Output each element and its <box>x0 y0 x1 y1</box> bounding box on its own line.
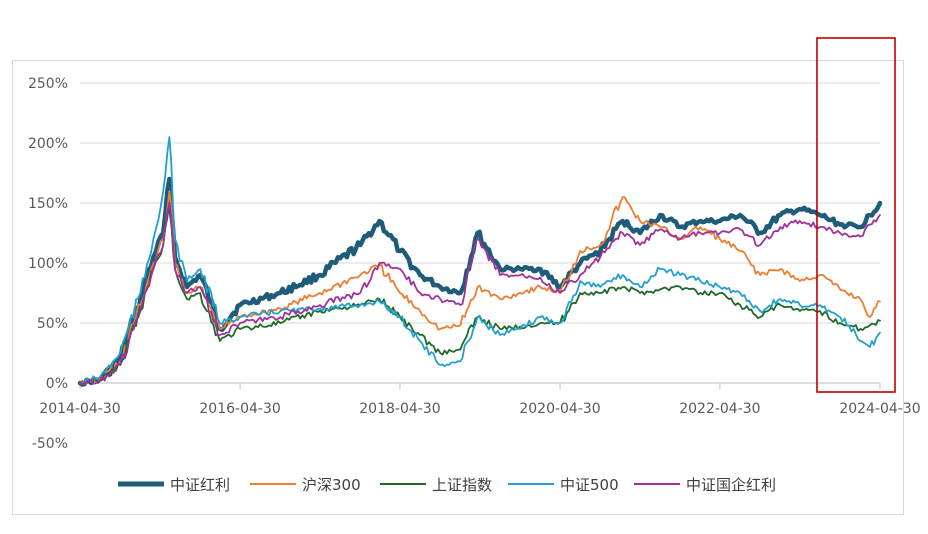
grid-layer <box>79 82 881 389</box>
x-tick-label: 2022-04-30 <box>679 401 760 417</box>
y-tick-label: 100% <box>28 256 68 272</box>
x-tick-label: 2018-04-30 <box>359 401 440 417</box>
legend-label: 中证国企红利 <box>686 476 776 494</box>
y-tick-label: 200% <box>28 136 68 152</box>
series-line <box>77 176 883 387</box>
y-tick-label: 0% <box>46 376 68 392</box>
chart-frame <box>12 60 904 515</box>
x-axis-tick-labels: 2014-04-30 2016-04-30 2018-04-30 2020-04-30… <box>39 401 920 417</box>
highlight-box <box>816 37 896 393</box>
y-tick-label: -50% <box>32 436 68 452</box>
x-tick-label: 2016-04-30 <box>199 401 280 417</box>
x-tick-label: 2020-04-30 <box>519 401 600 417</box>
legend-label: 上证指数 <box>432 476 492 494</box>
x-tick-label: 2014-04-30 <box>39 401 120 417</box>
series-line <box>79 136 881 384</box>
y-tick-label: 150% <box>28 196 68 212</box>
series-line <box>79 202 881 386</box>
legend-label: 中证500 <box>560 476 619 494</box>
y-tick-label: 250% <box>28 76 68 92</box>
series-line <box>79 190 881 385</box>
x-tick-label: 2024-04-30 <box>839 401 920 417</box>
y-axis-tick-labels: 250% 200% 150% 100% 50% 0% -50% <box>28 76 68 452</box>
legend-label: 沪深300 <box>302 476 361 494</box>
legend-label: 中证红利 <box>170 476 230 494</box>
legend: 中证红利 沪深300 上证指数 中证500 中证国企红利 <box>118 476 776 494</box>
series-layer <box>77 136 883 387</box>
highlight-layer <box>816 37 896 393</box>
y-tick-label: 50% <box>37 316 68 332</box>
